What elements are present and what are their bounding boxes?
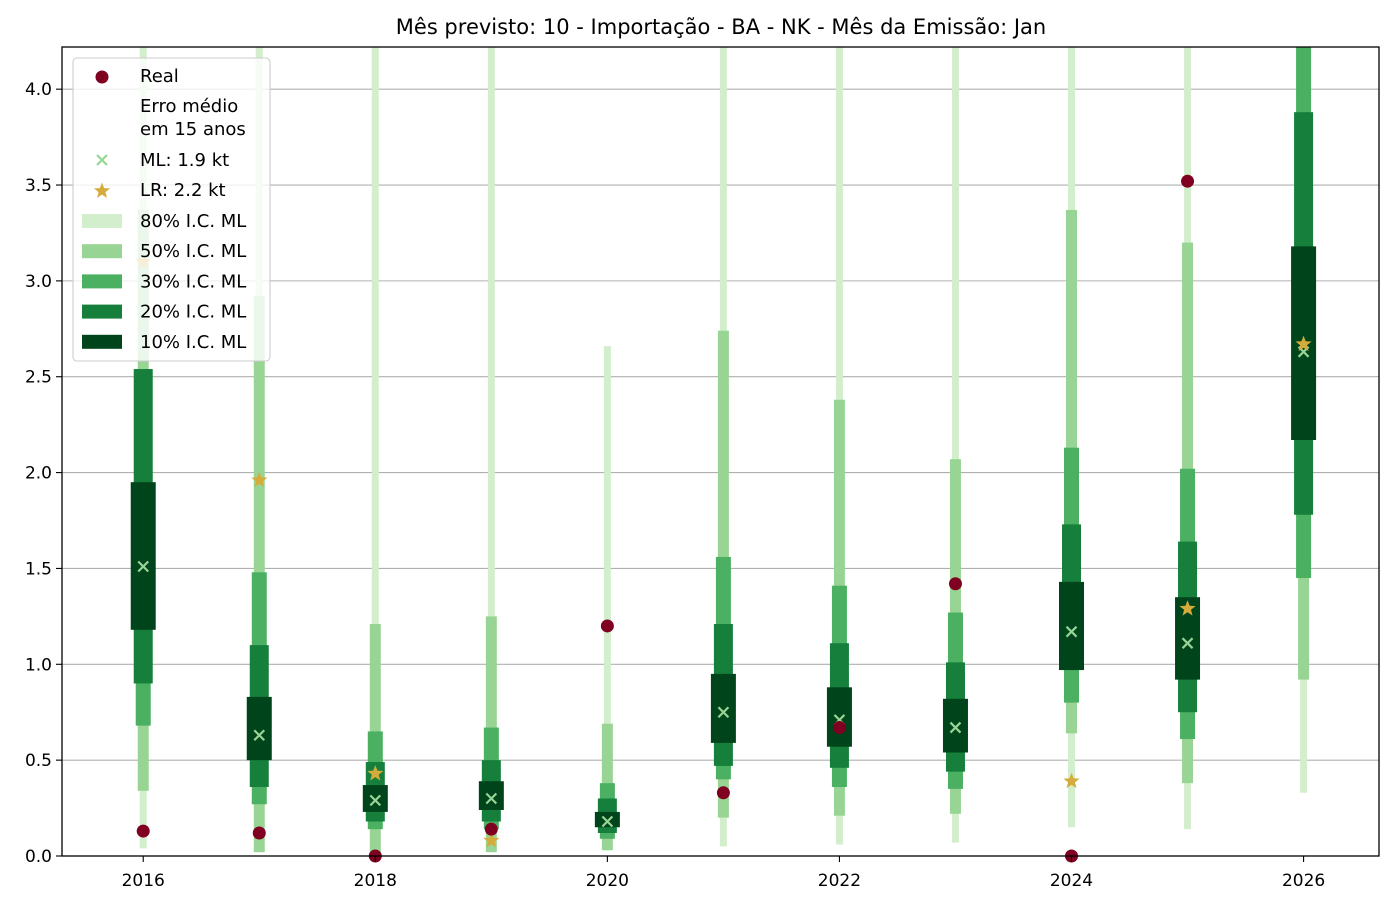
x-tick-label: 2022 (818, 871, 861, 891)
legend-label-interval: 30% I.C. ML (140, 271, 246, 292)
axes: 0.0 0.5 1.0 1.5 2.0 2.5 3.0 3.5 4.0 2016 2018 2020 2… (25, 80, 1325, 891)
real-point (600, 619, 614, 633)
real-point (252, 826, 266, 840)
interval-bar (603, 346, 611, 851)
legend-label-ml: ML: 1.9 kt (140, 150, 229, 171)
ml-point (601, 815, 614, 828)
legend-interval-swatch (82, 214, 122, 228)
real-point (716, 786, 730, 800)
legend-real-marker (95, 70, 109, 84)
interval-bar (478, 781, 504, 810)
x-tick-label: 2018 (354, 871, 397, 891)
interval-bar (942, 698, 968, 753)
ml-point (137, 560, 150, 573)
x-tick-label: 2024 (1050, 871, 1093, 891)
x-tick-label: 2016 (122, 871, 165, 891)
data-markers (135, 174, 1312, 863)
interval-bar (951, 47, 959, 843)
y-tick-label: 4.0 (25, 80, 52, 100)
real-point (136, 824, 150, 838)
lr-point (483, 832, 500, 848)
real-point (484, 822, 498, 836)
lr-point (1179, 600, 1196, 616)
interval-bar (1059, 581, 1085, 671)
interval-bar (371, 47, 379, 856)
interval-bars (130, 47, 1317, 856)
interval-bar (487, 47, 495, 853)
legend-label-interval: 80% I.C. ML (140, 211, 246, 232)
real-point (832, 721, 846, 735)
interval-bar (826, 687, 852, 747)
legend-label-lr: LR: 2.2 kt (140, 180, 226, 201)
legend-box (72, 57, 271, 362)
legend-interval-swatch (82, 304, 122, 319)
legend-label-interval: 10% I.C. ML (140, 332, 246, 353)
ml-point (369, 794, 382, 807)
y-tick-label: 3.0 (25, 272, 52, 292)
legend-ml-marker (96, 154, 108, 166)
interval-bar (710, 673, 736, 743)
lr-point (367, 765, 384, 781)
x-tick-label: 2020 (586, 871, 629, 891)
ml-point (949, 721, 962, 734)
legend-lr-marker (93, 182, 111, 198)
chart-title: Mês previsto: 10 - Importação - BA - NK … (396, 15, 1046, 39)
ml-point (717, 706, 730, 718)
y-tick-label: 1.0 (25, 655, 52, 675)
legend-interval-swatch (82, 334, 122, 349)
y-tick-label: 3.5 (25, 176, 52, 196)
legend-interval-swatch (82, 244, 122, 259)
y-tick-label: 1.5 (25, 559, 52, 579)
real-point (1181, 174, 1195, 188)
ml-point (1065, 625, 1078, 638)
ml-point (485, 792, 498, 805)
plot-frame (61, 46, 1380, 857)
ml-point (253, 729, 266, 742)
legend-label-interval: 50% I.C. ML (140, 241, 246, 262)
interval-bar (362, 785, 388, 812)
x-tick-label: 2026 (1282, 871, 1325, 891)
real-point (948, 577, 962, 591)
y-tick-label: 0.0 (25, 847, 52, 867)
legend: Real Erro médio em 15 anos ML: 1.9 kt LR: 2.… (72, 57, 271, 362)
y-tick-label: 0.5 (25, 751, 52, 771)
interval-bar (594, 811, 620, 828)
interval-bar (130, 482, 156, 630)
interval-bar (246, 696, 272, 761)
lr-point (1063, 772, 1080, 789)
legend-label-interval: 20% I.C. ML (140, 302, 246, 323)
lr-point (1295, 335, 1312, 352)
lr-point (251, 471, 268, 488)
y-tick-label: 2.0 (25, 464, 52, 484)
y-tick-label: 2.5 (25, 368, 52, 388)
ml-point (1181, 637, 1194, 649)
legend-interval-swatch (82, 274, 122, 289)
legend-note: Erro médio em 15 anos (140, 96, 246, 140)
legend-label-real: Real (140, 66, 179, 87)
